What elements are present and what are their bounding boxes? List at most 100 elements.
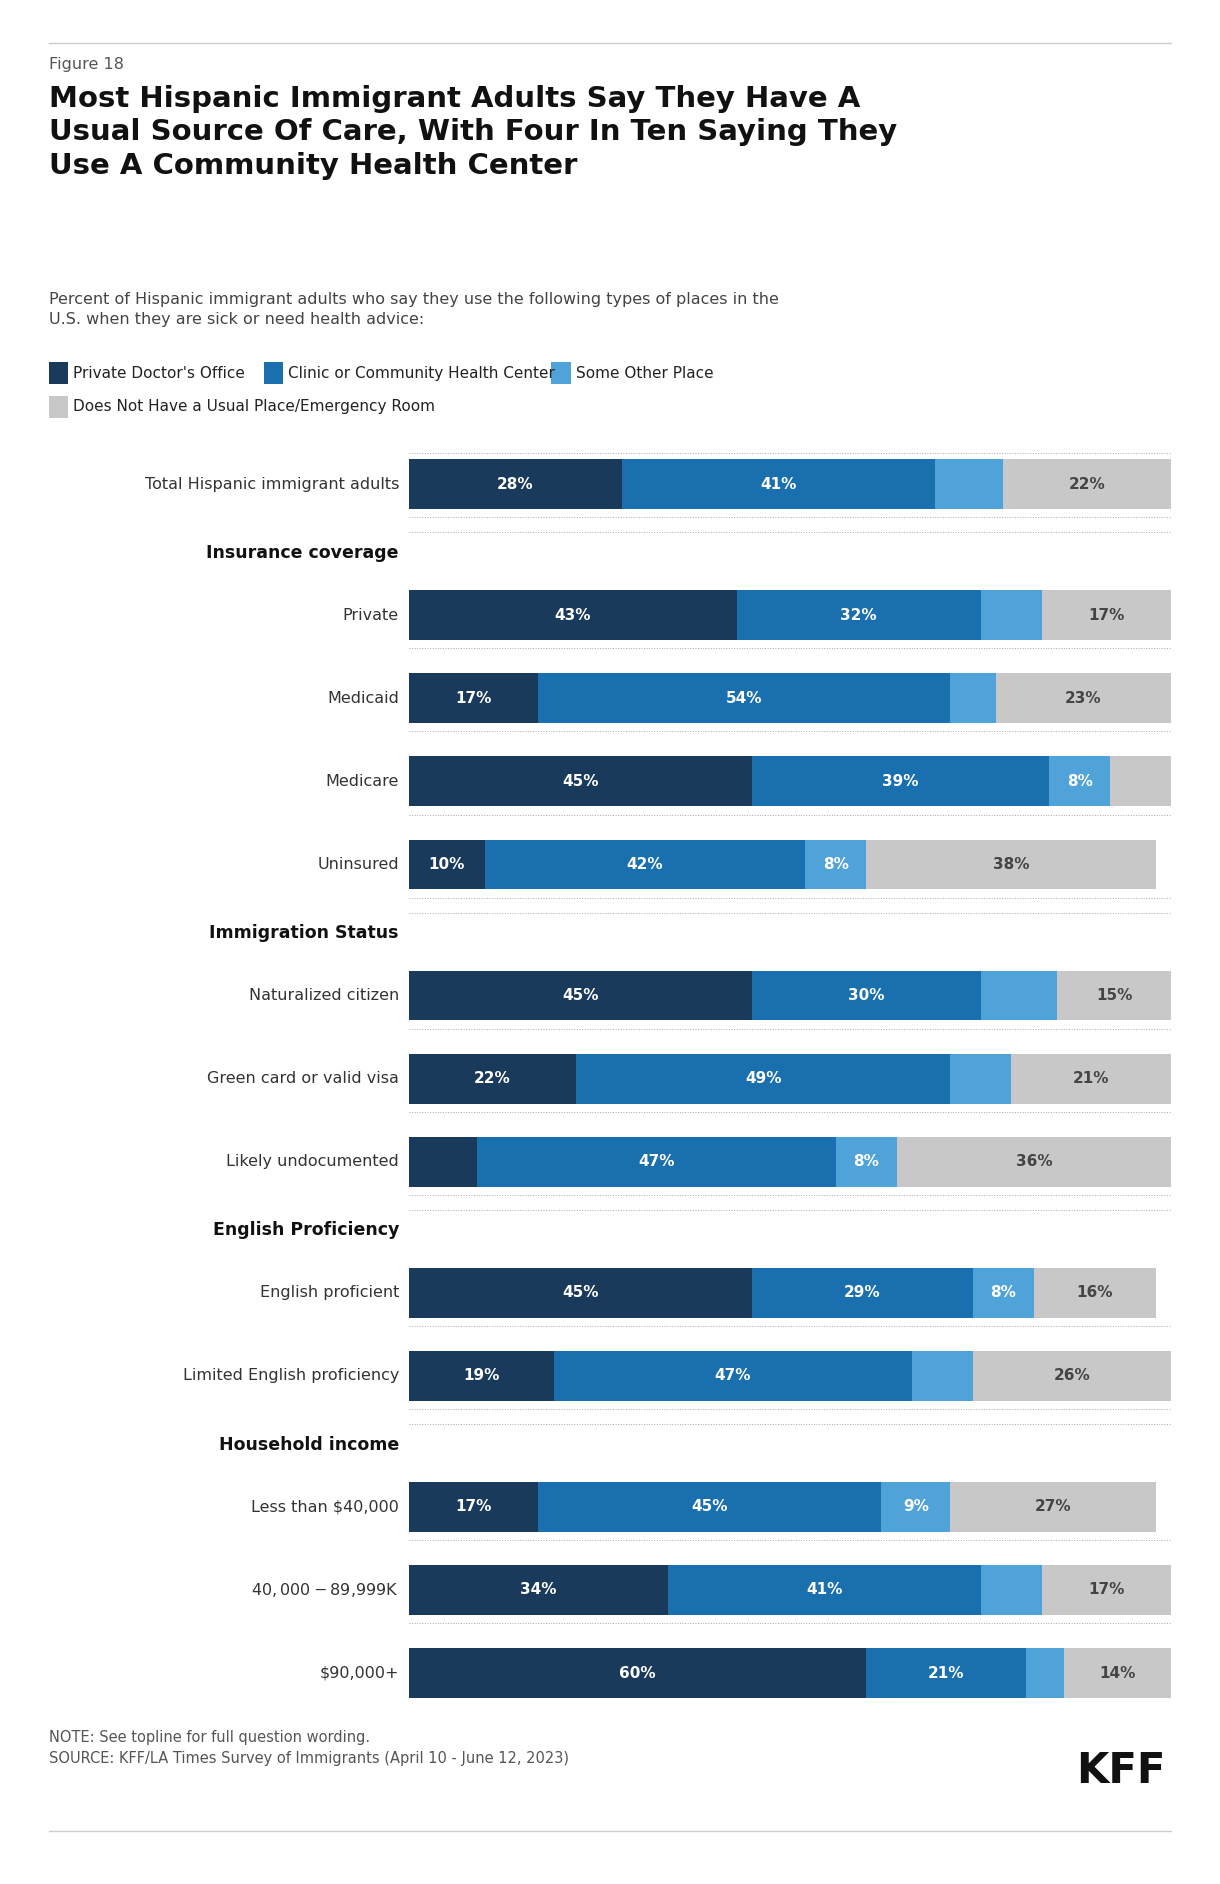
Text: 9%: 9% bbox=[903, 1500, 928, 1515]
Text: Insurance coverage: Insurance coverage bbox=[206, 544, 399, 561]
Bar bbox=[1110, 757, 1171, 806]
Text: Household income: Household income bbox=[218, 1436, 399, 1454]
Text: 45%: 45% bbox=[562, 774, 599, 789]
Bar bbox=[669, 1566, 981, 1615]
Bar bbox=[805, 840, 866, 889]
Text: 19%: 19% bbox=[462, 1368, 499, 1383]
Bar bbox=[974, 1268, 1035, 1317]
Text: 34%: 34% bbox=[520, 1583, 556, 1598]
Bar bbox=[1042, 590, 1171, 641]
Text: 30%: 30% bbox=[848, 987, 884, 1002]
Bar bbox=[866, 840, 1157, 889]
Text: 45%: 45% bbox=[562, 1285, 599, 1300]
Text: Naturalized citizen: Naturalized citizen bbox=[249, 987, 399, 1002]
Text: 8%: 8% bbox=[1066, 774, 1093, 789]
Text: Limited English proficiency: Limited English proficiency bbox=[183, 1368, 399, 1383]
Text: Medicare: Medicare bbox=[326, 774, 399, 789]
Bar bbox=[950, 1483, 1157, 1532]
Bar bbox=[409, 1566, 669, 1615]
Text: 47%: 47% bbox=[715, 1368, 752, 1383]
Text: 41%: 41% bbox=[806, 1583, 843, 1598]
Bar bbox=[1003, 460, 1171, 509]
Text: 41%: 41% bbox=[760, 477, 797, 492]
Bar bbox=[981, 970, 1057, 1021]
Bar bbox=[409, 460, 622, 509]
Bar bbox=[836, 1136, 897, 1187]
Bar bbox=[409, 1053, 577, 1104]
Bar bbox=[1042, 1566, 1171, 1615]
Text: Percent of Hispanic immigrant adults who say they use the following types of pla: Percent of Hispanic immigrant adults who… bbox=[49, 292, 778, 326]
Bar bbox=[409, 1136, 477, 1187]
Text: Uninsured: Uninsured bbox=[317, 857, 399, 872]
Text: 42%: 42% bbox=[627, 857, 664, 872]
Bar bbox=[1035, 1268, 1157, 1317]
Bar bbox=[752, 1268, 974, 1317]
Text: 49%: 49% bbox=[745, 1072, 782, 1085]
Bar bbox=[538, 1483, 881, 1532]
Text: Most Hispanic Immigrant Adults Say They Have A
Usual Source Of Care, With Four I: Most Hispanic Immigrant Adults Say They … bbox=[49, 85, 897, 179]
Bar bbox=[409, 1483, 538, 1532]
Text: 17%: 17% bbox=[1088, 1583, 1125, 1598]
Text: 32%: 32% bbox=[841, 609, 877, 622]
Text: NOTE: See topline for full question wording.
SOURCE: KFF/LA Times Survey of Immi: NOTE: See topline for full question word… bbox=[49, 1730, 569, 1765]
Text: 47%: 47% bbox=[638, 1155, 675, 1170]
Text: 29%: 29% bbox=[844, 1285, 881, 1300]
Bar bbox=[1049, 757, 1110, 806]
Text: $90,000+: $90,000+ bbox=[320, 1665, 399, 1681]
Text: $40,000-$89,999K: $40,000-$89,999K bbox=[251, 1581, 399, 1600]
Bar bbox=[554, 1351, 913, 1402]
Bar bbox=[538, 673, 950, 723]
Text: Less than $40,000: Less than $40,000 bbox=[251, 1500, 399, 1515]
Text: Green card or valid visa: Green card or valid visa bbox=[207, 1072, 399, 1085]
Bar bbox=[409, 840, 486, 889]
Bar bbox=[950, 673, 996, 723]
Bar bbox=[1057, 970, 1171, 1021]
Bar bbox=[974, 1351, 1171, 1402]
Text: Figure 18: Figure 18 bbox=[49, 57, 123, 72]
Text: 23%: 23% bbox=[1065, 691, 1102, 706]
Text: 17%: 17% bbox=[455, 1500, 492, 1515]
Text: 36%: 36% bbox=[1015, 1155, 1053, 1170]
Text: 45%: 45% bbox=[692, 1500, 728, 1515]
Text: 22%: 22% bbox=[475, 1072, 511, 1085]
Bar bbox=[881, 1483, 950, 1532]
Text: Likely undocumented: Likely undocumented bbox=[226, 1155, 399, 1170]
Bar bbox=[950, 1053, 1011, 1104]
Bar bbox=[981, 1566, 1042, 1615]
Text: 15%: 15% bbox=[1096, 987, 1132, 1002]
Text: 8%: 8% bbox=[822, 857, 849, 872]
Text: 8%: 8% bbox=[991, 1285, 1016, 1300]
Bar bbox=[409, 970, 752, 1021]
Text: 27%: 27% bbox=[1035, 1500, 1071, 1515]
Bar bbox=[1064, 1648, 1171, 1697]
Text: 39%: 39% bbox=[882, 774, 919, 789]
Text: Immigration Status: Immigration Status bbox=[210, 925, 399, 942]
Text: 16%: 16% bbox=[1077, 1285, 1113, 1300]
Bar bbox=[409, 1648, 866, 1697]
Bar bbox=[1026, 1648, 1064, 1697]
Bar bbox=[409, 590, 737, 641]
Bar bbox=[1011, 1053, 1171, 1104]
Text: Total Hispanic immigrant adults: Total Hispanic immigrant adults bbox=[144, 477, 399, 492]
Text: English proficient: English proficient bbox=[260, 1285, 399, 1300]
Bar bbox=[486, 840, 805, 889]
Text: 43%: 43% bbox=[554, 609, 590, 622]
Text: Medicaid: Medicaid bbox=[327, 691, 399, 706]
Bar bbox=[622, 460, 935, 509]
Text: Clinic or Community Health Center: Clinic or Community Health Center bbox=[288, 365, 555, 381]
Text: English Proficiency: English Proficiency bbox=[212, 1221, 399, 1240]
Bar bbox=[577, 1053, 950, 1104]
Text: 60%: 60% bbox=[619, 1665, 656, 1681]
Text: 45%: 45% bbox=[562, 987, 599, 1002]
Text: 21%: 21% bbox=[928, 1665, 965, 1681]
Bar bbox=[897, 1136, 1171, 1187]
Text: 21%: 21% bbox=[1072, 1072, 1109, 1085]
Bar bbox=[409, 1351, 554, 1402]
Text: Private Doctor's Office: Private Doctor's Office bbox=[73, 365, 245, 381]
Bar bbox=[866, 1648, 1026, 1697]
Text: 14%: 14% bbox=[1099, 1665, 1136, 1681]
Text: KFF: KFF bbox=[1076, 1750, 1165, 1792]
Text: Some Other Place: Some Other Place bbox=[576, 365, 714, 381]
Text: 26%: 26% bbox=[1054, 1368, 1091, 1383]
Text: Private: Private bbox=[343, 609, 399, 622]
